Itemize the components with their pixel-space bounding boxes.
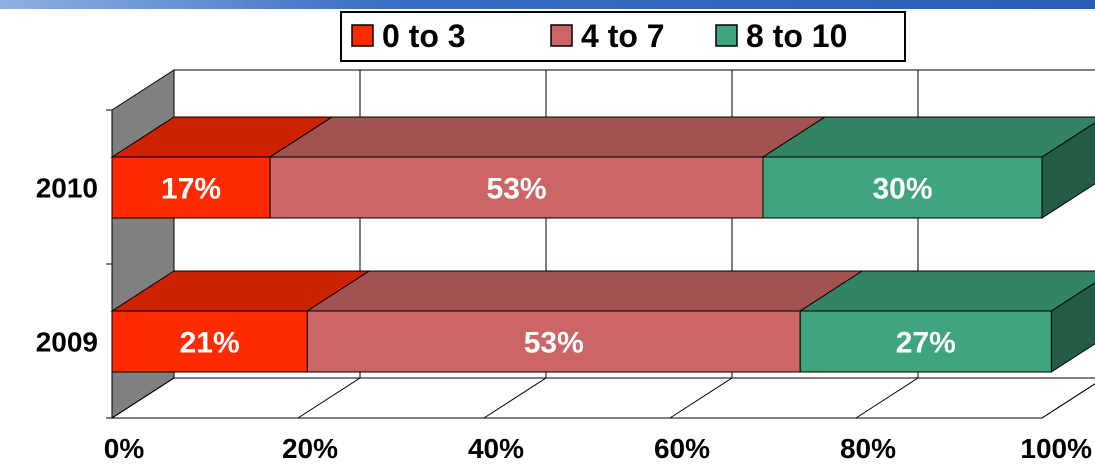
bar-front-face <box>762 156 1043 219</box>
floor-gridline <box>297 377 361 419</box>
legend-item: 4 to 7 <box>550 18 665 54</box>
bar-top-face <box>305 270 864 312</box>
bar-front-face <box>306 310 801 373</box>
bar-front-face <box>799 310 1052 373</box>
data-label: 30% <box>872 173 932 206</box>
data-label: 17% <box>161 173 221 206</box>
legend-swatch <box>550 24 573 47</box>
floor-gridline <box>111 377 175 419</box>
legend-label: 8 to 10 <box>746 18 847 54</box>
bar-top-face <box>268 116 827 158</box>
bar-segment-0-to-3-2010: 17% <box>110 116 334 219</box>
legend-label: 0 to 3 <box>382 18 466 54</box>
data-label: 53% <box>487 173 547 206</box>
floor-gridline <box>1041 383 1095 419</box>
x-tick-label: 80% <box>840 433 896 464</box>
floor-gridline <box>855 377 919 419</box>
legend-item: 8 to 10 <box>715 18 847 54</box>
x-tick-labels: 0% 20% 40% 60% 80% 100% <box>104 433 1092 464</box>
bars: 17% 53% 30% 21% 53% 27% <box>110 116 1095 373</box>
bar-segment-0-to-3-2009: 21% <box>110 270 371 373</box>
legend: 0 to 3 4 to 7 8 to 10 <box>340 11 906 62</box>
x-tick-label: 100% <box>1020 433 1092 464</box>
category-labels: 2010 2009 <box>36 173 98 358</box>
legend-label: 4 to 7 <box>581 18 665 54</box>
floor-gridline <box>669 377 733 419</box>
x-tick-label: 60% <box>654 433 710 464</box>
header-stripe <box>0 0 1095 9</box>
x-tick-label: 20% <box>282 433 338 464</box>
bar-segment-8-to-10-2010: 30% <box>761 116 1095 219</box>
floor-gridline <box>483 377 547 419</box>
x-tick-label: 0% <box>104 433 145 464</box>
data-label: 53% <box>524 327 584 360</box>
bar-front-face <box>111 156 271 219</box>
bar-segment-8-to-10-2009: 27% <box>798 270 1095 373</box>
legend-swatch <box>715 24 738 47</box>
legend-item: 0 to 3 <box>351 18 466 54</box>
bar-segment-4-to-7-2010: 53% <box>268 116 827 219</box>
bar-segment-4-to-7-2009: 53% <box>305 270 864 373</box>
floor <box>110 377 1095 419</box>
legend-box <box>340 11 906 62</box>
legend-swatch <box>351 24 374 47</box>
data-label: 21% <box>180 327 240 360</box>
category-label: 2010 <box>36 173 98 204</box>
data-label: 27% <box>896 327 956 360</box>
bar-front-face <box>111 310 308 373</box>
bar-front-face <box>269 156 764 219</box>
x-tick-label: 40% <box>468 433 524 464</box>
category-label: 2009 <box>36 327 98 358</box>
